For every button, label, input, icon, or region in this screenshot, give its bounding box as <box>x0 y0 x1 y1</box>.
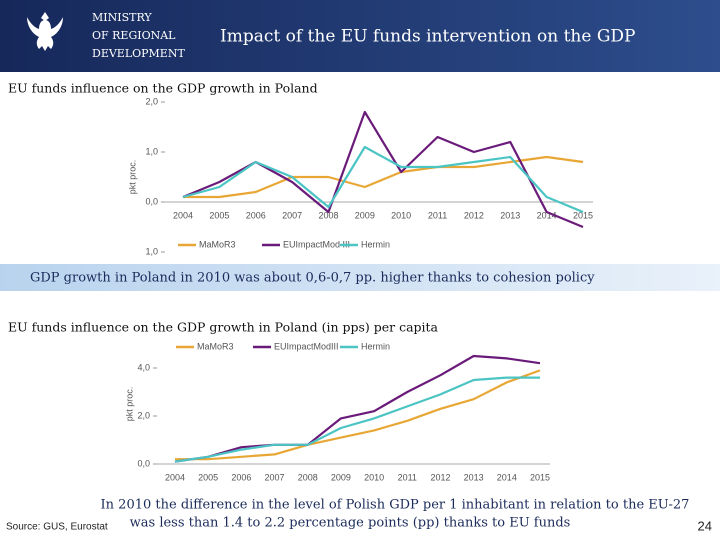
series-line <box>174 376 540 463</box>
y-tick-label: 2,0 <box>137 410 150 420</box>
y-tick-label: 0,0 <box>145 196 158 206</box>
x-tick-label: 2009 <box>355 210 375 220</box>
y-tick-label: 1,0 <box>145 246 158 256</box>
caption-band <box>0 264 720 291</box>
slide-title: Impact of the EU funds intervention on t… <box>220 27 635 47</box>
x-tick-label: 2005 <box>209 210 229 220</box>
x-tick-label: 2013 <box>500 210 520 220</box>
y-tick-label: 4,0 <box>137 362 150 372</box>
x-tick-label: 2006 <box>231 472 251 482</box>
x-tick-label: 2013 <box>464 472 484 482</box>
legend-label: Hermin <box>361 341 390 351</box>
header-band <box>0 0 720 72</box>
ministry-line: DEVELOPMENT <box>92 47 185 60</box>
y-axis-label: pkt proc. <box>124 387 134 422</box>
series-line <box>183 155 584 199</box>
x-tick-label: 2005 <box>198 472 218 482</box>
x-tick-label: 2004 <box>173 210 193 220</box>
x-tick-label: 2014 <box>497 472 517 482</box>
ministry-line: MINISTRY <box>92 11 152 24</box>
page-number: 24 <box>698 518 712 533</box>
x-tick-label: 2008 <box>298 472 318 482</box>
x-tick-label: 2010 <box>364 472 384 482</box>
series-line <box>175 369 541 461</box>
legend-label: Hermin <box>361 239 390 249</box>
legend-label: EUImpactMod III <box>283 239 350 249</box>
x-tick-label: 2008 <box>318 210 338 220</box>
x-tick-label: 2009 <box>331 472 351 482</box>
y-axis-label: pkt proc. <box>127 160 137 195</box>
x-tick-label: 2015 <box>573 210 593 220</box>
series-line <box>174 354 541 463</box>
chart-title: EU funds influence on the GDP growth in … <box>8 320 439 335</box>
emblem <box>27 12 63 51</box>
series-line <box>182 145 584 214</box>
x-tick-label: 2011 <box>428 210 447 220</box>
x-tick-label: 2014 <box>537 210 557 220</box>
legend-label: EUImpactModIII <box>274 341 339 351</box>
y-tick-label: 2,0 <box>145 96 158 106</box>
legend-label: MaMoR3 <box>199 239 236 249</box>
x-tick-label: 2010 <box>391 210 411 220</box>
x-tick-label: 2015 <box>530 472 550 482</box>
footnote: In 2010 the difference in the level of P… <box>101 498 690 513</box>
x-tick-label: 2011 <box>398 472 417 482</box>
footnote: was less than 1.4 to 2.2 percentage poin… <box>130 516 571 531</box>
caption: GDP growth in Poland in 2010 was about 0… <box>30 271 595 286</box>
y-tick-label: 0,0 <box>137 458 150 468</box>
legend-label: MaMoR3 <box>197 341 234 351</box>
x-tick-label: 2007 <box>265 472 285 482</box>
source: Source: GUS, Eurostat <box>6 522 108 533</box>
x-tick-label: 2006 <box>246 210 266 220</box>
chart-title: EU funds influence on the GDP growth in … <box>8 81 318 96</box>
x-tick-label: 2012 <box>430 472 450 482</box>
x-tick-label: 2004 <box>165 472 185 482</box>
y-tick-label: 1,0 <box>145 146 158 156</box>
x-tick-label: 2007 <box>282 210 302 220</box>
x-tick-label: 2012 <box>464 210 484 220</box>
ministry-line: OF REGIONAL <box>92 29 176 42</box>
